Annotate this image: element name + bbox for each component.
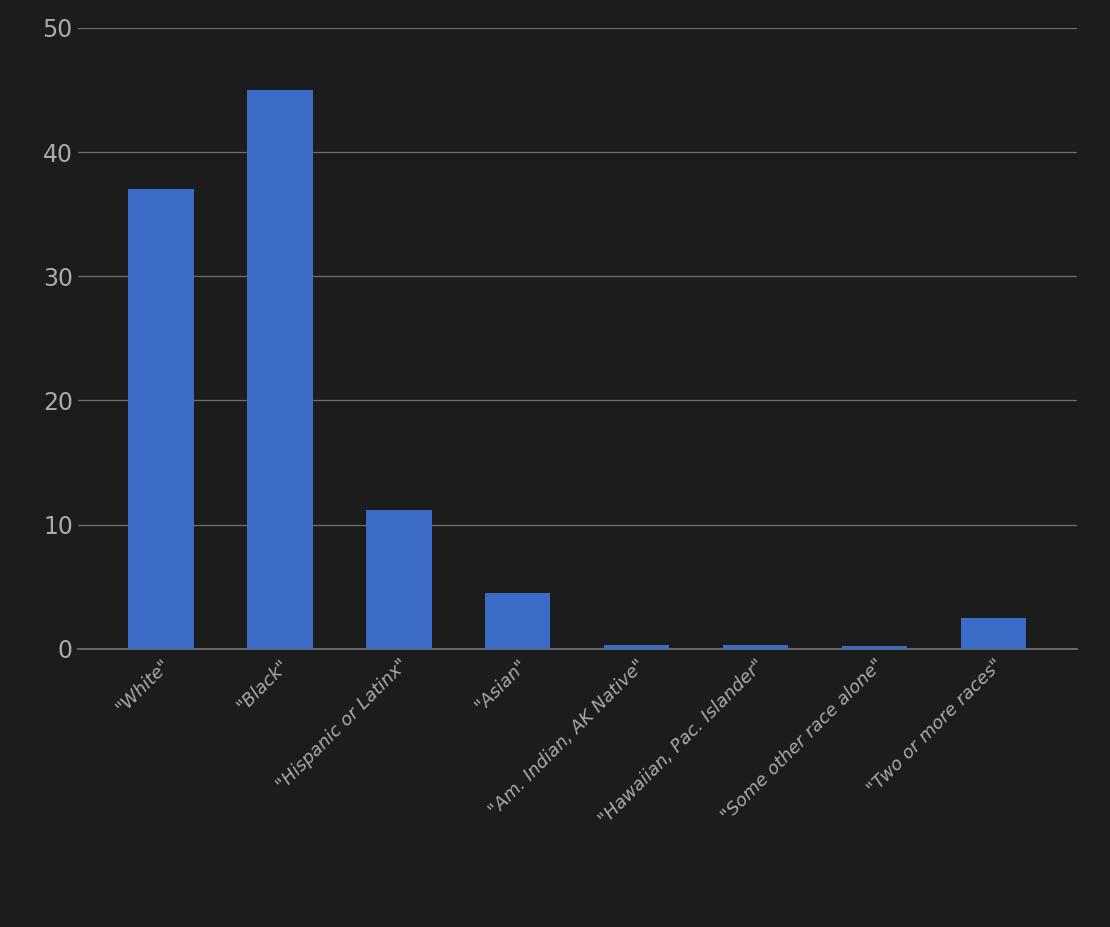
Bar [841, 646, 907, 649]
Bar [129, 189, 193, 649]
Bar [248, 90, 313, 649]
Bar [723, 645, 788, 649]
Bar [961, 617, 1026, 649]
Bar [485, 593, 551, 649]
Bar [604, 645, 669, 649]
Bar [366, 510, 432, 649]
